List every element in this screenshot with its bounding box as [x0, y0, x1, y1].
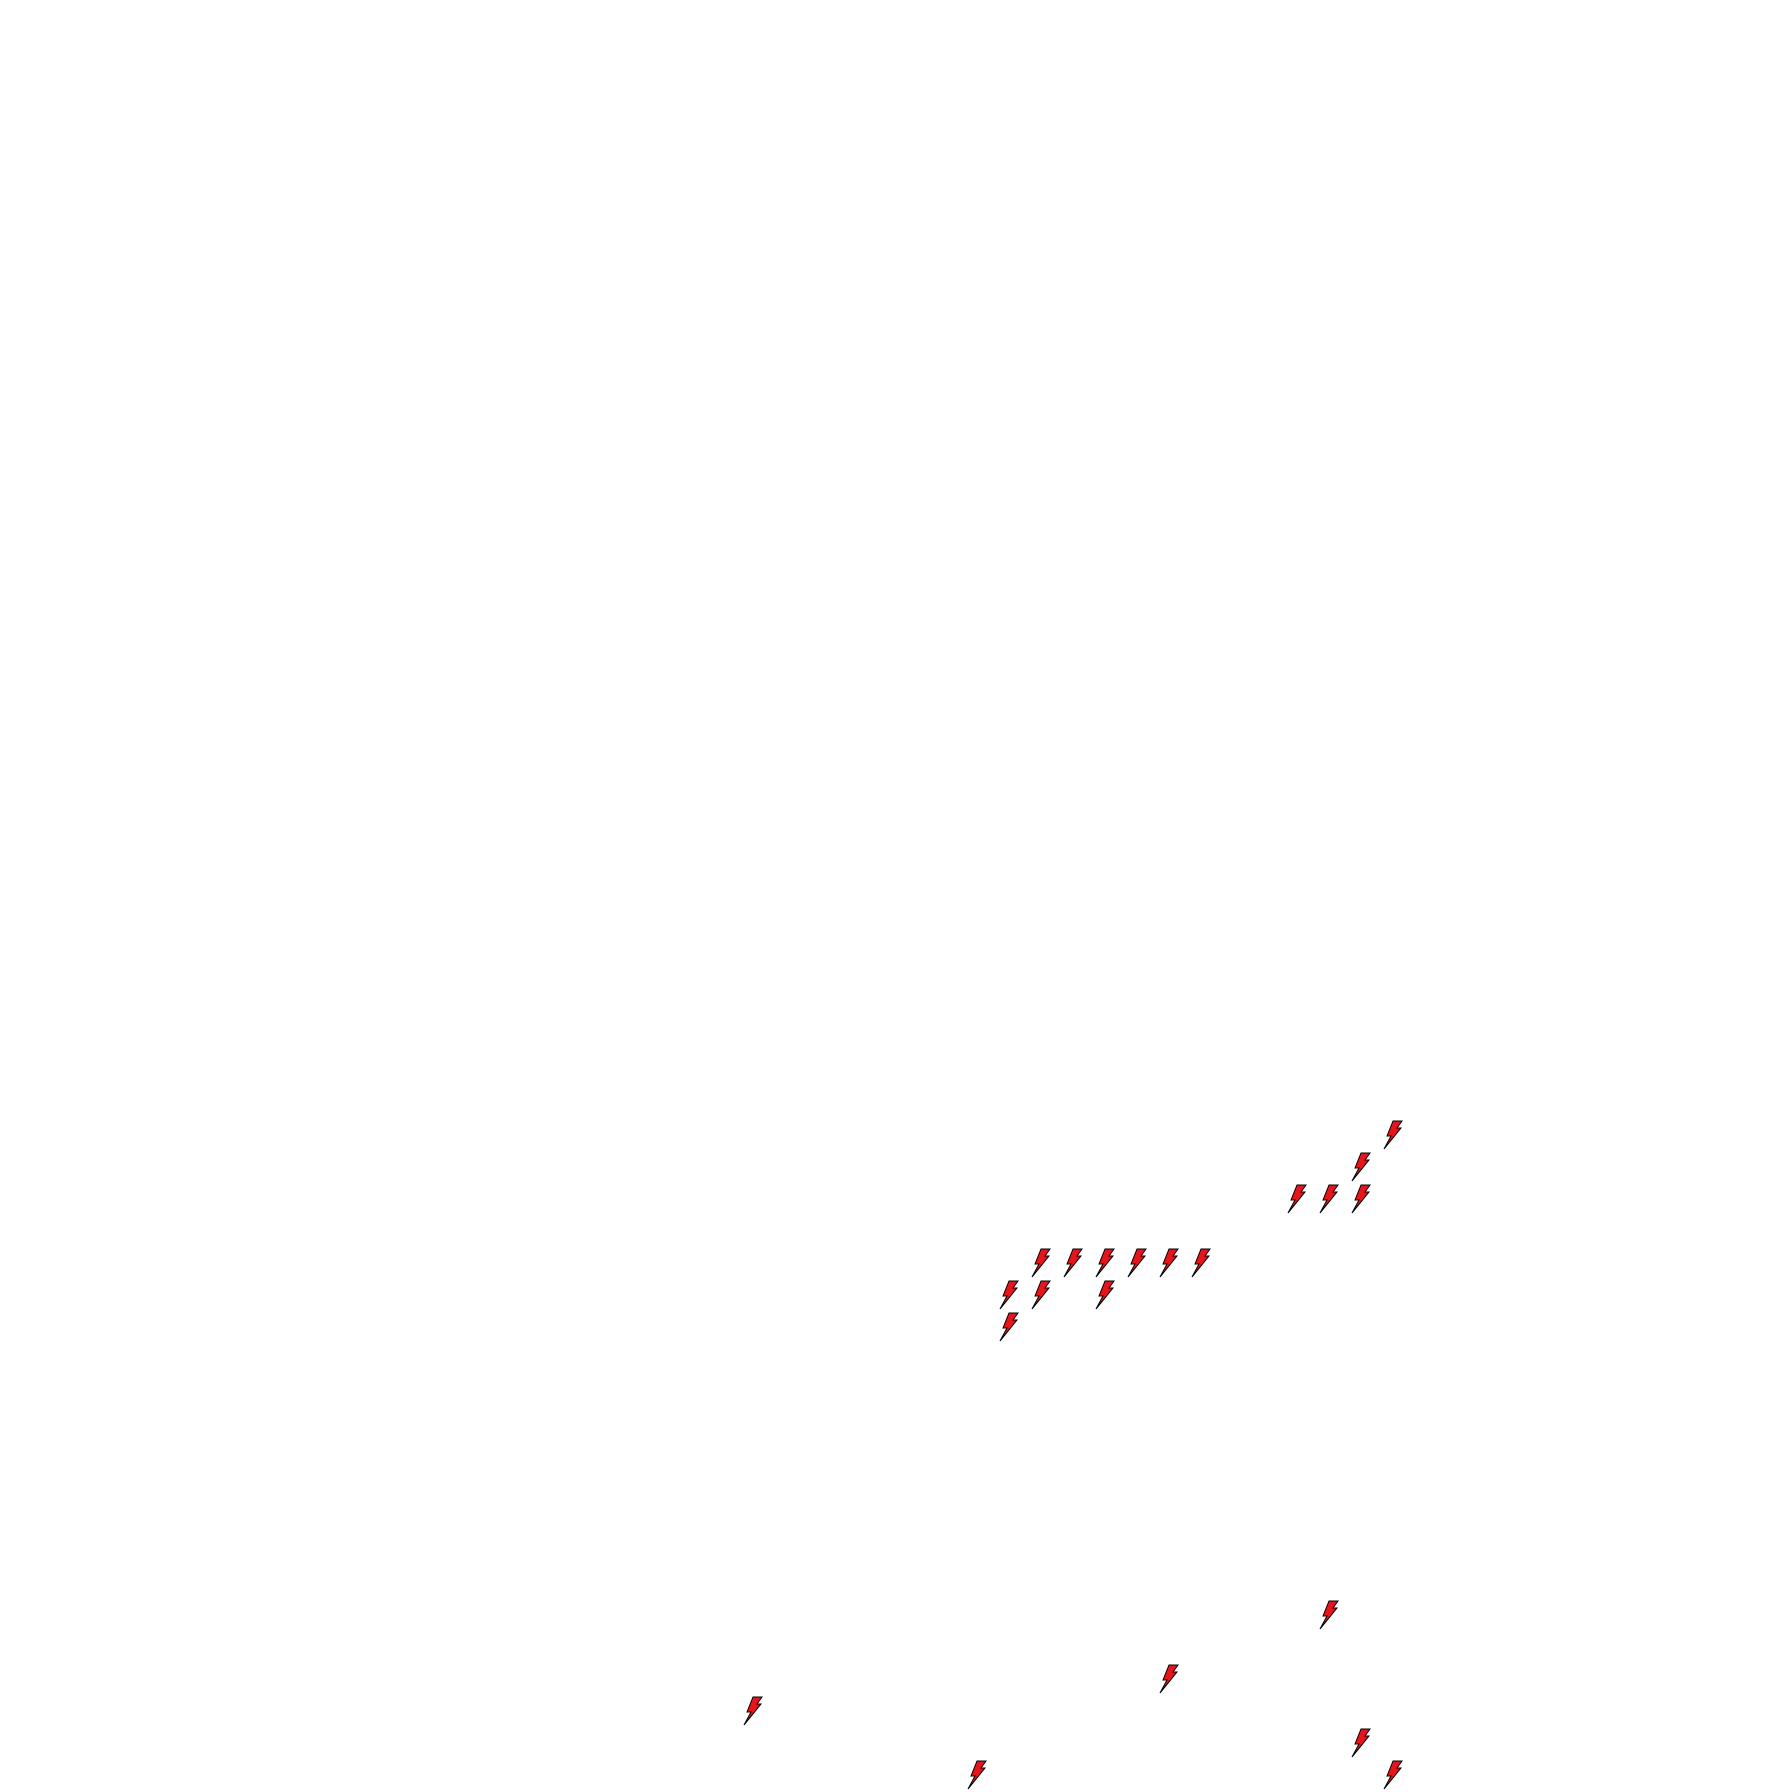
map-layer — [0, 0, 1792, 1792]
map-background — [0, 0, 1792, 1792]
page: (() => { const data = JSON.parse(documen… — [0, 0, 1792, 1792]
